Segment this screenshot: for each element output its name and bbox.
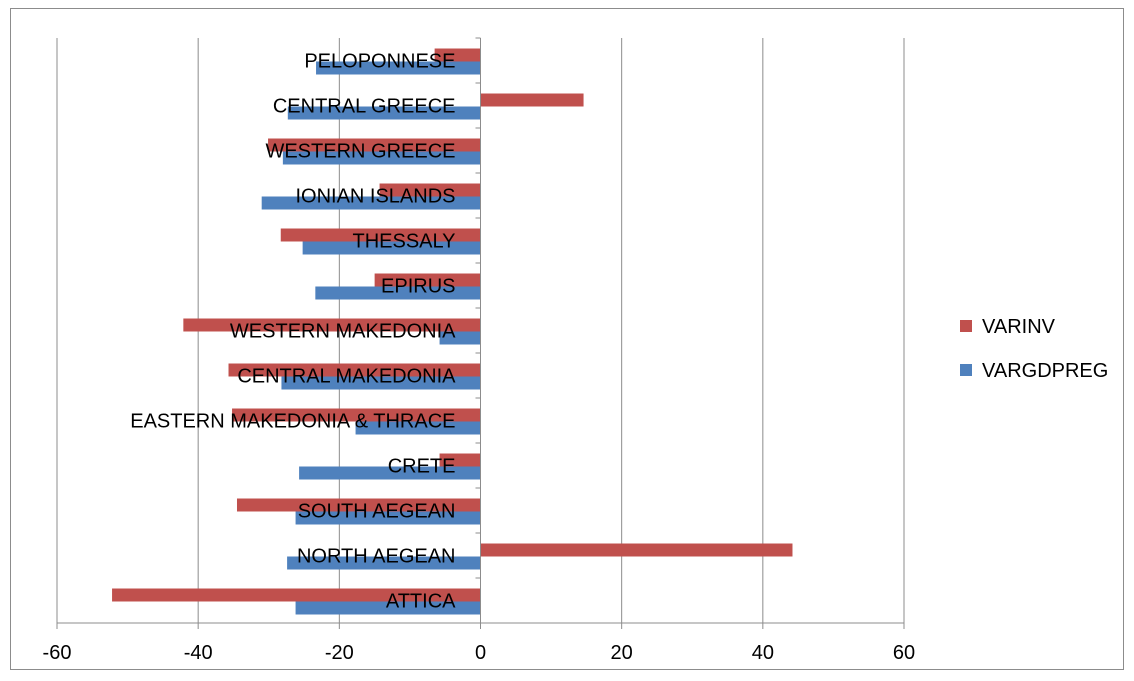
chart-frame [10, 8, 1124, 670]
bars [112, 48, 793, 615]
bar-vargdpreg-12 [316, 61, 481, 75]
legend-swatch-vargdpreg [960, 364, 972, 376]
category-label: CENTRAL MAKEDONIA [237, 366, 456, 388]
category-label: SOUTH AEGEAN [298, 501, 456, 523]
category-labels: ATTICA NORTH AEGEAN SOUTH AEGEAN CRETE EASTE… [130, 51, 456, 613]
bar-varinv-6 [183, 318, 481, 332]
bar-varinv-11 [480, 93, 584, 107]
x-tick-label: -40 [184, 642, 213, 664]
x-tick-label: -20 [325, 642, 354, 664]
bar-vargdpreg-6 [439, 331, 481, 345]
legend-label-vargdpreg: VARGDPREG [982, 360, 1108, 382]
bar-varinv-12 [434, 48, 481, 62]
bar-varinv-8 [280, 228, 481, 242]
category-label: IONIAN ISLANDS [295, 186, 455, 208]
legend-swatch-varinv [960, 320, 972, 332]
category-label: NORTH AEGEAN [297, 546, 456, 568]
bar-vargdpreg-9 [261, 196, 481, 210]
bar-varinv-4 [232, 408, 481, 422]
bar-varinv-0 [112, 588, 481, 602]
bar-vargdpreg-11 [287, 106, 481, 120]
bar-vargdpreg-7 [315, 286, 481, 300]
category-label: EASTERN MAKEDONIA & THRACE [130, 411, 455, 433]
bar-vargdpreg-2 [295, 511, 481, 525]
bar-vargdpreg-8 [302, 241, 481, 255]
bar-vargdpreg-3 [299, 466, 481, 480]
category-label: PELOPONNESE [304, 51, 455, 73]
bar-vargdpreg-1 [287, 556, 481, 570]
category-label: EPIRUS [381, 276, 455, 298]
category-label: ATTICA [386, 591, 456, 613]
x-tick-label: 20 [611, 642, 633, 664]
bar-varinv-3 [439, 453, 481, 467]
bar-varinv-9 [379, 183, 481, 197]
legend-label-varinv: VARINV [982, 316, 1056, 338]
category-label: WESTERN GREECE [265, 141, 455, 163]
x-tick-labels: -60 -40 -20 0 20 40 60 [43, 642, 916, 664]
bar-varinv-5 [228, 363, 481, 377]
bar-varinv-2 [236, 498, 481, 512]
bar-varinv-7 [374, 273, 481, 287]
bar-vargdpreg-10 [282, 151, 481, 165]
x-tick-label: 0 [475, 642, 486, 664]
legend: VARINV VARGDPREG [960, 316, 1108, 382]
x-tick-label: -60 [43, 642, 72, 664]
x-tick-label: 40 [752, 642, 774, 664]
bar-varinv-1 [480, 543, 793, 557]
category-label: THESSALY [353, 231, 456, 253]
category-label: WESTERN MAKEDONIA [230, 321, 456, 343]
bar-varinv-10 [268, 138, 481, 152]
bar-vargdpreg-0 [295, 601, 481, 615]
x-tick-label: 60 [893, 642, 915, 664]
gridlines [56, 38, 905, 623]
category-label: CENTRAL GREECE [273, 96, 456, 118]
bar-vargdpreg-4 [355, 421, 481, 435]
axes [56, 37, 905, 629]
bar-vargdpreg-5 [281, 376, 481, 390]
category-label: CRETE [388, 456, 456, 478]
